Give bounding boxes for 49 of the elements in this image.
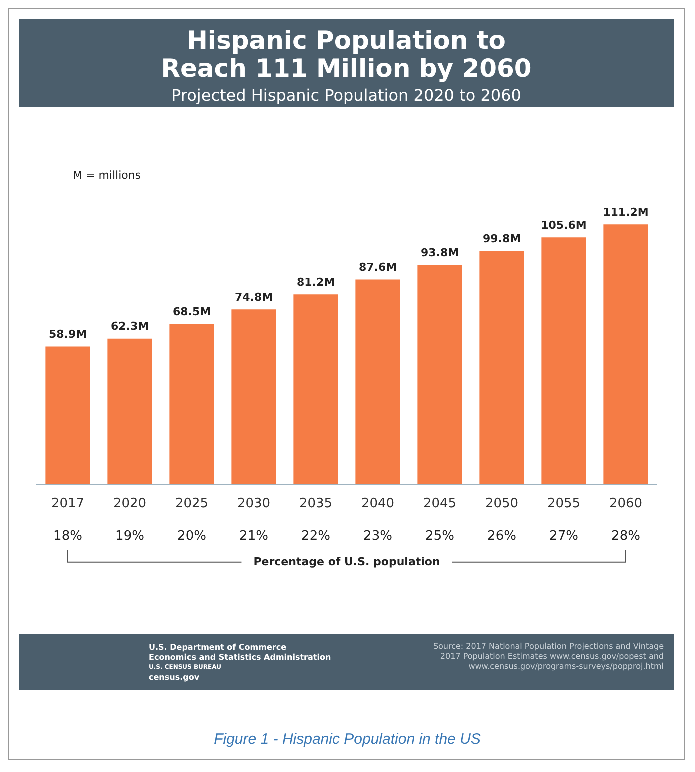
- bar: [356, 280, 400, 484]
- x-tick-label: 2030: [237, 496, 271, 512]
- text: 27%: [550, 528, 578, 544]
- data-label: 62.3M: [110, 320, 150, 334]
- text: 21%: [240, 528, 268, 544]
- text: 19%: [116, 528, 144, 544]
- bar: [46, 346, 90, 484]
- text: 25%: [426, 528, 454, 544]
- x-tick-label: 2040: [361, 496, 395, 512]
- bar: [108, 338, 152, 484]
- x-tick-label: 2020: [113, 496, 147, 512]
- text: 20%: [178, 528, 206, 544]
- data-label: 105.6M: [541, 219, 587, 232]
- data-label: 58.9M: [48, 328, 88, 342]
- text: U.S. Department of Commerce: [149, 643, 288, 653]
- text: 26%: [488, 528, 516, 544]
- chart-title: Hispanic Population to Reach 111 Million by 2060: [160, 26, 533, 83]
- bar: [232, 310, 276, 484]
- data-label: 93.8M: [420, 246, 460, 260]
- data-label: 87.6M: [358, 261, 398, 274]
- x-tick-label: 2050: [485, 496, 519, 512]
- x-tick-label: 2035: [299, 496, 333, 512]
- bar: [294, 294, 338, 484]
- text: Economics and Statistics Administration: [149, 653, 332, 663]
- text: 22%: [302, 528, 330, 544]
- source-note: Source: 2017 National Population Projections and Vintage 2017 Population Estimates www.census.gov/popest and www.census.gov/programs-surveys/popproj.html: [432, 642, 664, 672]
- text: 28%: [612, 528, 640, 544]
- x-tick-label: 2060: [609, 496, 643, 512]
- data-label: 74.8M: [234, 290, 274, 304]
- x-tick-label: 2055: [547, 496, 581, 512]
- text: 18%: [54, 528, 82, 544]
- bar: [604, 224, 648, 484]
- x-tick-label: 2017: [51, 496, 85, 512]
- text: Percentage of U.S. population: [254, 555, 440, 568]
- caption: Figure 1 - Hispanic Population in the US: [213, 731, 482, 748]
- data-label: 99.8M: [482, 232, 522, 246]
- bar: [480, 251, 524, 484]
- x-tick-label: 2025: [175, 496, 209, 512]
- chart-subtitle: Projected Hispanic Population 2020 to 2060: [170, 86, 522, 105]
- text: M = millions: [73, 169, 142, 182]
- data-label: 111.2M: [603, 206, 649, 219]
- bar: [542, 238, 586, 484]
- bar: [418, 265, 462, 484]
- text: 23%: [364, 528, 392, 544]
- x-tick-label: 2045: [423, 496, 457, 512]
- bar: [170, 324, 214, 484]
- data-label: 68.5M: [172, 306, 212, 319]
- text: census.gov: [149, 673, 201, 683]
- data-label: 81.2M: [296, 276, 336, 290]
